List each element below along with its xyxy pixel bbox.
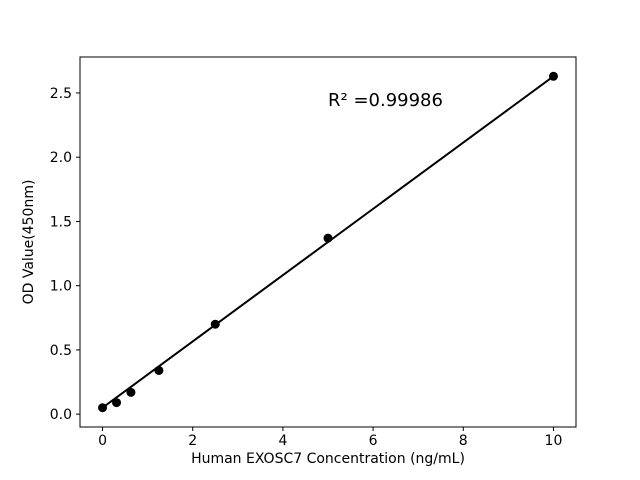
x-axis-label: Human EXOSC7 Concentration (ng/mL) [191,451,465,467]
data-point [154,365,164,375]
x-tick-label: 10 [545,433,563,449]
data-point [210,319,220,329]
y-tick-label: 1.5 [50,214,72,230]
data-point [98,403,108,413]
y-tick-label: 1.0 [50,279,72,295]
y-tick-label: 0.5 [50,343,72,359]
data-point [323,233,333,243]
x-tick-label: 4 [278,433,287,449]
data-series [98,71,558,413]
x-tick-label: 6 [369,433,378,449]
data-point [112,398,122,408]
data-point [126,387,136,397]
x-tick-label: 8 [459,433,468,449]
x-tick-label: 0 [98,433,107,449]
x-tick-label: 2 [188,433,197,449]
y-tick-label: 0.0 [50,407,72,423]
data-point [548,71,558,81]
r-squared-annotation: R² =0.99986 [328,90,443,111]
y-axis-label: OD Value(450nm) [21,180,37,305]
axis-ticks: 0 2 4 6 8 10 0.0 0.5 1.0 1.5 2.0 2.5 [50,86,563,449]
y-tick-label: 2.0 [50,150,72,166]
plot-border [79,56,577,428]
y-tick-label: 2.5 [50,86,72,102]
